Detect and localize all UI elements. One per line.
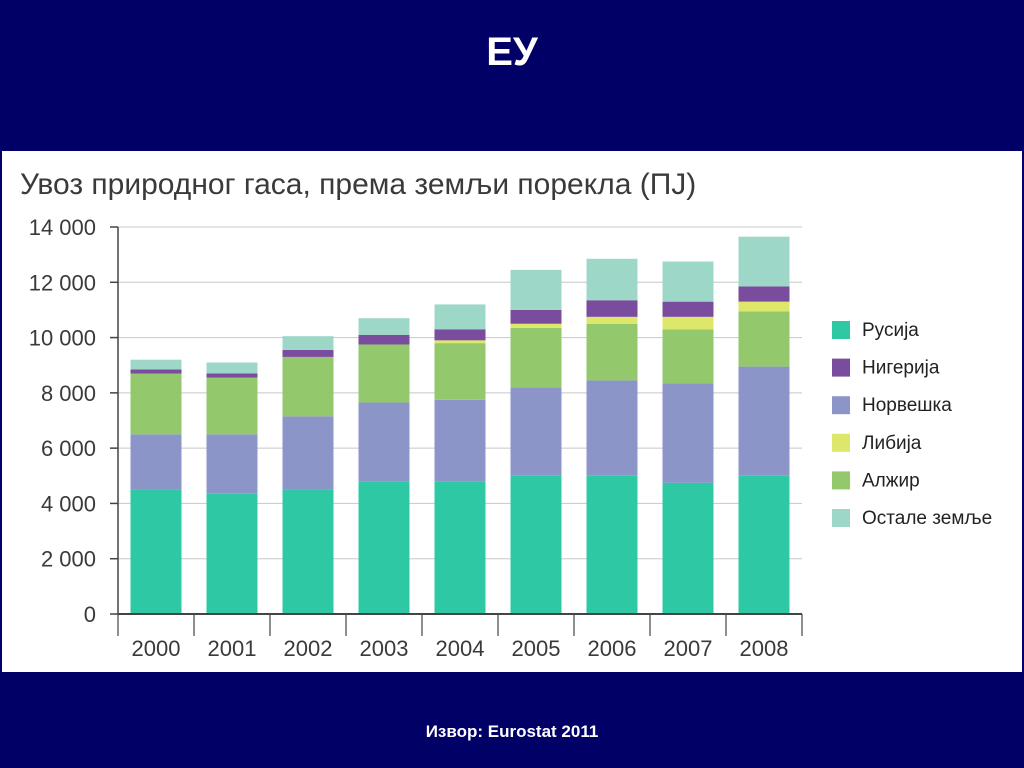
bar-segment <box>738 236 790 287</box>
bars <box>130 236 790 614</box>
y-tick-label: 10 000 <box>29 326 96 351</box>
y-tick-label: 6 000 <box>41 436 96 461</box>
legend-label: Остале земље <box>862 508 992 529</box>
x-tick-label: 2007 <box>664 636 713 661</box>
bar-segment <box>510 327 562 388</box>
bar-segment <box>358 481 410 614</box>
x-tick-label: 2003 <box>360 636 409 661</box>
legend-swatch <box>832 509 850 527</box>
bar-segment <box>206 362 258 374</box>
bar-segment <box>282 350 334 357</box>
bar-segment <box>586 323 638 381</box>
x-tick-label: 2008 <box>740 636 789 661</box>
bar-segment <box>434 399 486 482</box>
bar-segment <box>662 482 714 614</box>
legend-swatch <box>832 396 850 415</box>
bar-segment <box>738 475 790 614</box>
bar-segment <box>358 402 410 482</box>
bar-segment <box>738 286 790 302</box>
bar-segment <box>358 318 410 335</box>
bar-segment <box>130 369 182 374</box>
x-tick-label: 2000 <box>132 636 181 661</box>
bar-segment <box>662 301 714 317</box>
bar-segment <box>586 475 638 614</box>
bar-segment <box>130 434 182 490</box>
bar-segment <box>510 309 562 324</box>
bar-segment <box>586 258 638 301</box>
stacked-bar-chart: Увоз природног гаса, према земљи порекла… <box>20 168 992 661</box>
bar-segment <box>434 481 486 614</box>
bar-segment <box>586 380 638 476</box>
legend-swatch <box>832 471 850 490</box>
slide-title: ЕУ <box>486 30 538 74</box>
bar-segment <box>358 344 410 403</box>
y-tick-label: 8 000 <box>41 381 96 406</box>
bar-segment <box>282 489 334 614</box>
bar-segment <box>510 269 562 310</box>
bar-segment <box>738 366 790 476</box>
x-tick-label: 2006 <box>588 636 637 661</box>
x-tick-label: 2001 <box>208 636 257 661</box>
legend: Русија Нигерија Норвешка Либија Алжир Остале … <box>832 320 992 529</box>
bar-segment <box>358 334 410 345</box>
bar-segment <box>586 316 638 324</box>
bar-segment <box>434 304 486 330</box>
bar-segment <box>130 359 182 370</box>
bar-segment <box>586 300 638 317</box>
chart-panel: Увоз природног гаса, према земљи порекла… <box>2 151 1022 672</box>
bar-segment <box>282 356 334 417</box>
legend-label: Либија <box>862 433 922 454</box>
source-note: Извор: Eurostat 2011 <box>425 722 599 741</box>
legend-swatch <box>832 433 850 452</box>
legend-label: Русија <box>862 320 919 341</box>
x-tick-label: 2005 <box>512 636 561 661</box>
axes: 0 2 000 4 000 6 000 8 000 10 000 12 000 14 000 2… <box>29 215 803 661</box>
bar-segment <box>206 373 258 378</box>
legend-label: Нигерија <box>862 358 940 379</box>
bar-segment <box>510 387 562 476</box>
bar-segment <box>510 475 562 614</box>
bar-segment <box>434 329 486 341</box>
bar-segment <box>130 373 182 435</box>
y-tick-label: 12 000 <box>29 270 96 295</box>
bar-segment <box>434 340 486 344</box>
bar-segment <box>206 377 258 435</box>
bar-segment <box>282 416 334 490</box>
y-tick-label: 0 <box>84 602 96 627</box>
x-tick-label: 2004 <box>436 636 485 661</box>
y-tick-label: 14 000 <box>29 215 96 240</box>
bar-segment <box>206 434 258 494</box>
bar-segment <box>510 323 562 328</box>
bar-segment <box>738 301 790 312</box>
x-tick-label: 2002 <box>284 636 333 661</box>
bar-segment <box>738 311 790 367</box>
legend-swatch <box>832 321 850 339</box>
y-tick-label: 4 000 <box>41 491 96 516</box>
bar-segment <box>662 316 714 330</box>
bar-segment <box>206 493 258 614</box>
bar-segment <box>282 336 334 351</box>
bar-segment <box>434 343 486 400</box>
bar-segment <box>662 329 714 384</box>
bar-segment <box>662 383 714 483</box>
bar-segment <box>662 261 714 302</box>
y-tick-label: 2 000 <box>41 547 96 572</box>
legend-label: Алжир <box>862 470 920 491</box>
legend-label: Норвешка <box>862 395 952 416</box>
legend-swatch <box>832 358 850 377</box>
chart-title: Увоз природног гаса, према земљи порекла… <box>20 168 696 201</box>
bar-segment <box>130 489 182 614</box>
